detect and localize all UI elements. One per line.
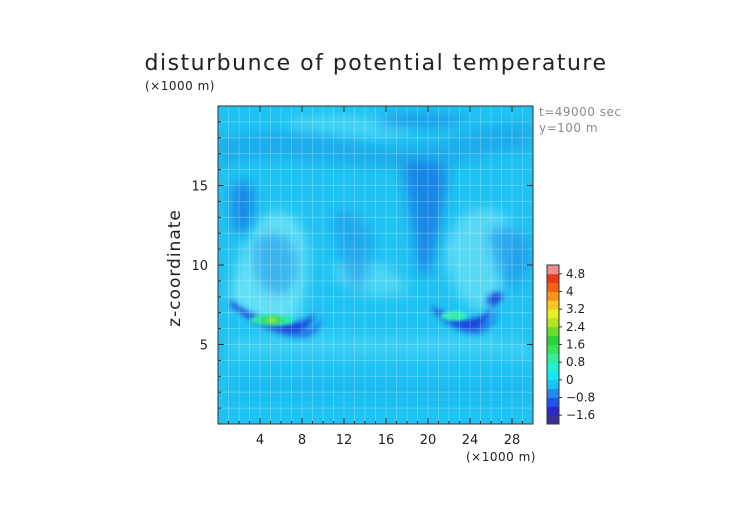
colorbar-label: 1.6 <box>566 338 585 352</box>
colorbar-swatch <box>547 371 559 381</box>
x-tick-label: 28 <box>504 433 521 448</box>
colorbar-label: −1.6 <box>566 408 595 422</box>
y-unit-label: (×1000 m) <box>145 79 215 93</box>
x-unit-label: (×1000 m) <box>466 450 536 464</box>
dark-band-right <box>330 211 374 292</box>
chart-title: disturbunce of potential temperature <box>145 51 608 76</box>
cold-arc-right-outer <box>434 306 500 335</box>
colorbar-label: 3.2 <box>566 302 585 316</box>
warm-peak-left-center <box>267 318 277 322</box>
colorbar-label: −0.8 <box>566 391 595 405</box>
time-annotation: t=49000 sec <box>539 105 621 119</box>
grid <box>218 106 533 424</box>
colorbar-swatch <box>547 415 559 425</box>
colorbar-swatch <box>547 379 559 390</box>
x-tick-label: 4 <box>256 433 264 448</box>
colorbar-swatch <box>547 388 559 398</box>
x-tick-label: 24 <box>462 433 479 448</box>
colorbar-swatch <box>547 362 559 372</box>
colorbar-swatch <box>547 318 559 328</box>
colorbar-label: 2.4 <box>566 320 585 334</box>
colorbar: 4.8 4 3.2 2.4 1.6 0.8 0 −0.8 −1.6 <box>546 264 595 425</box>
x-tick-label: 20 <box>420 433 437 448</box>
y-tick-label: 15 <box>191 180 208 195</box>
x-tick-label: 16 <box>378 433 395 448</box>
cold-arc-left <box>230 300 316 332</box>
heatmap-field <box>218 106 533 424</box>
colorbar-swatch <box>547 282 559 292</box>
colorbar-swatch <box>547 344 559 354</box>
colorbar-swatch <box>547 353 559 363</box>
colorbar-swatch <box>547 291 559 301</box>
y-tick-label: 10 <box>191 259 208 274</box>
colorbar-swatch <box>547 265 559 275</box>
colorbar-swatch <box>547 300 559 310</box>
cold-arc-right <box>430 304 494 330</box>
x-tick-label: 8 <box>298 433 306 448</box>
dark-band-lower <box>230 377 533 402</box>
colorbar-swatch <box>547 273 559 284</box>
x-tick-label: 12 <box>336 433 353 448</box>
colorbar-swatch <box>547 309 559 319</box>
cold-streak-right <box>486 291 504 306</box>
y-axis: 5 10 15 <box>191 121 533 409</box>
dark-plume <box>402 160 448 277</box>
colorbar-label: 0.8 <box>566 355 585 369</box>
bright-band-lower <box>230 334 533 360</box>
y-position-annotation: y=100 m <box>539 121 598 135</box>
dark-band-top <box>218 123 533 169</box>
colorbar-label: 4.8 <box>566 267 585 281</box>
colorbar-swatch <box>547 406 559 416</box>
cold-arc-left-outer <box>234 310 324 338</box>
colorbar-label: 4 <box>566 285 574 299</box>
y-tick-label: 5 <box>200 339 208 354</box>
colorbar-swatch <box>547 335 559 345</box>
dark-band-mid <box>252 232 298 295</box>
y-axis-label: z-coordinate <box>165 209 185 327</box>
colorbar-label: 0 <box>566 373 574 387</box>
dark-band-upper <box>380 113 470 128</box>
colorbar-swatch <box>547 397 559 407</box>
dark-band-far-right <box>488 227 531 292</box>
warm-peak-right-core <box>447 313 461 319</box>
colorbar-swatch <box>547 326 559 337</box>
x-axis: 4 8 12 16 20 24 28 <box>228 106 523 448</box>
dark-band-left-upper <box>231 180 255 236</box>
